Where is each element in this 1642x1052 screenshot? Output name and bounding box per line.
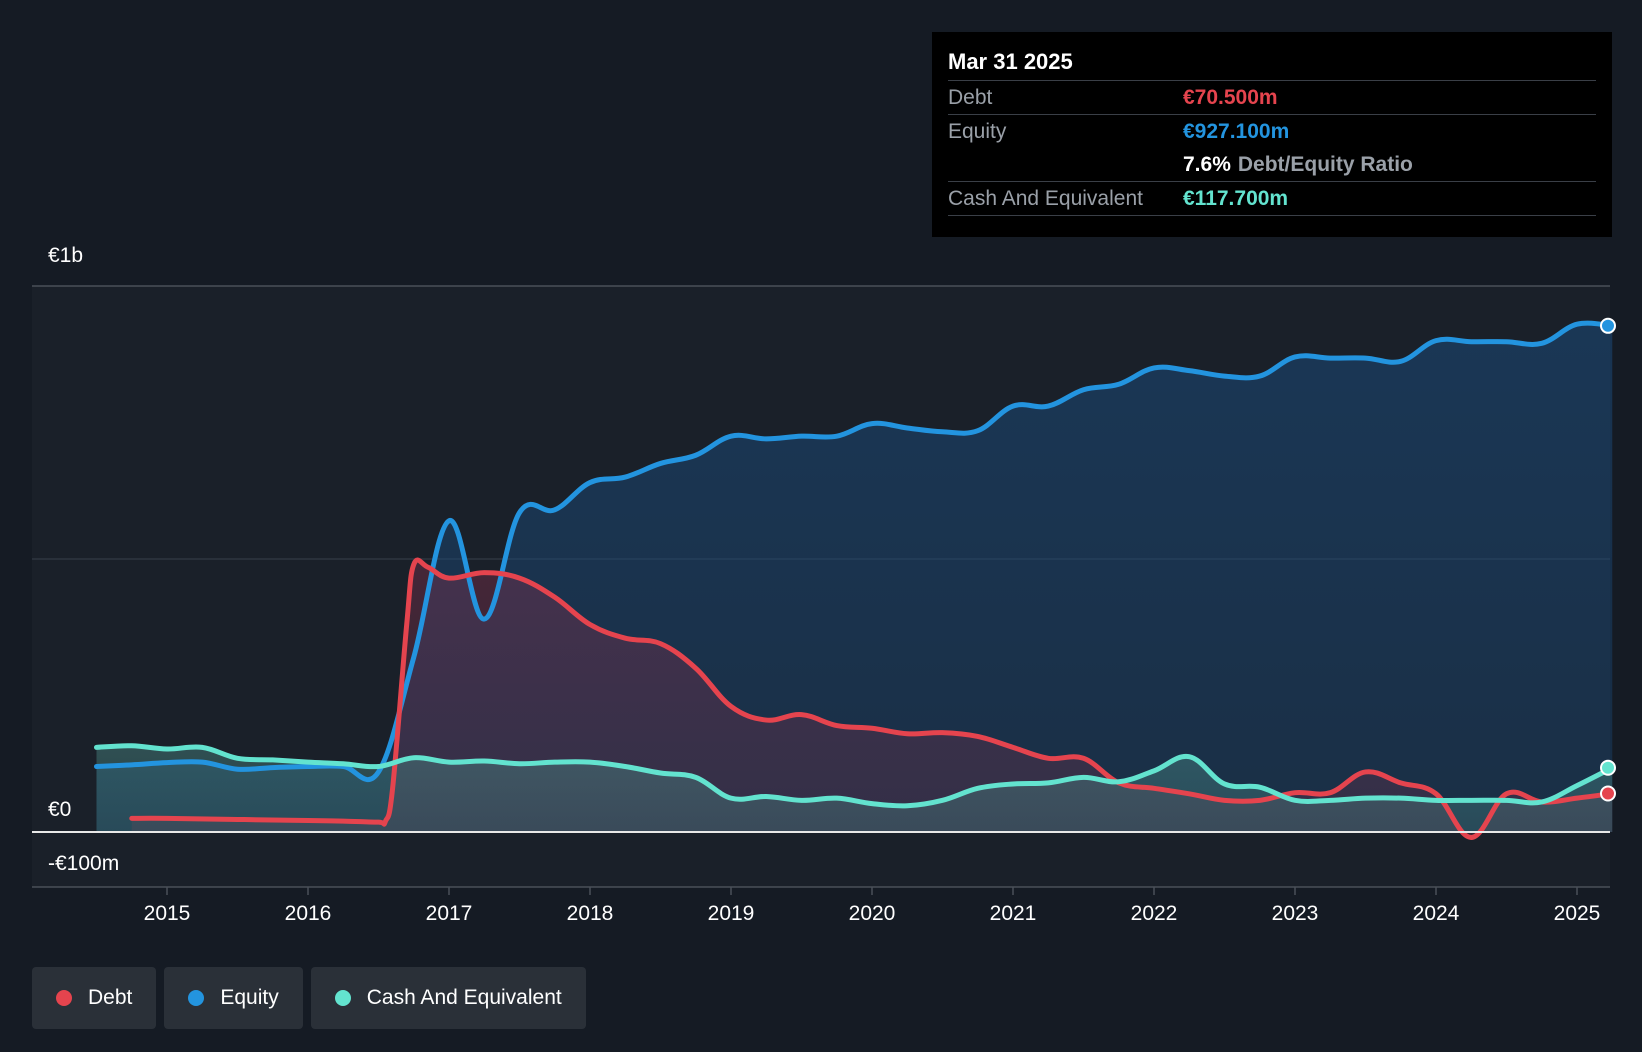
end-markers: [1600, 317, 1616, 802]
tooltip-row-debt: Debt €70.500m: [948, 80, 1596, 114]
x-axis: 2015 2016 2017 2018 2019 2020 2021 2022 2023 2024…: [144, 887, 1601, 925]
tooltip-debt-value: €70.500m: [1183, 85, 1278, 109]
tooltip: Mar 31 2025 Debt €70.500m Equity €927.10…: [932, 32, 1612, 237]
y-axis-labels: €1b €0 -€100m: [48, 244, 119, 875]
debt-end-marker: [1600, 785, 1616, 802]
cash-and-equivalent-area: [96, 745, 1613, 832]
tooltip-date: Mar 31 2025: [948, 49, 1073, 74]
tooltip-row-ratio: 7.6% Debt/Equity Ratio: [948, 148, 1596, 181]
legend-cash-label: Cash And Equivalent: [366, 986, 562, 1009]
cash-and-equivalent-end-marker: [1600, 759, 1616, 776]
debt-dot-icon: [56, 990, 72, 1006]
legend-equity-label: Equity: [220, 986, 279, 1009]
series-lines: [94, 320, 1615, 840]
legend-item-equity[interactable]: Equity: [164, 967, 303, 1029]
equity-end-marker: [1600, 317, 1616, 334]
tooltip-cash-value: €117.700m: [1183, 186, 1289, 210]
cash-dot-icon: [334, 990, 351, 1006]
equity-line: [94, 320, 1615, 783]
x-tick-label: 2022: [1131, 902, 1178, 925]
y-tick-label: -€100m: [48, 852, 119, 875]
x-tick-label: 2023: [1272, 902, 1319, 925]
tooltip-ratio-label: Debt/Equity Ratio: [1237, 152, 1413, 176]
cash-and-equivalent-line: [94, 743, 1615, 809]
x-tick-label: 2015: [144, 902, 191, 925]
legend-item-debt[interactable]: Debt: [32, 967, 157, 1029]
x-tick-label: 2017: [426, 902, 473, 925]
chart: €1b €0 -€100m 2015 2016 2017 2018 2019 2020 2021…: [32, 244, 1616, 925]
legend-debt-label: Debt: [88, 986, 133, 1009]
tooltip-debt-label: Debt: [948, 85, 993, 109]
x-tick-label: 2024: [1413, 902, 1460, 925]
tooltip-cash-label: Cash And Equivalent: [948, 186, 1143, 210]
x-tick-label: 2021: [990, 902, 1037, 925]
x-tick-label: 2018: [567, 902, 614, 925]
legend-item-cash[interactable]: Cash And Equivalent: [310, 967, 586, 1029]
legend: Debt Equity Cash And Equivalent: [32, 967, 586, 1029]
x-tick-label: 2025: [1554, 902, 1601, 925]
tooltip-equity-label: Equity: [948, 119, 1007, 143]
tooltip-row-cash: Cash And Equivalent €117.700m: [948, 181, 1596, 216]
tooltip-row-equity: Equity €927.100m: [948, 114, 1596, 148]
equity-dot-icon: [188, 990, 205, 1006]
tooltip-ratio-value: 7.6%: [1183, 152, 1231, 176]
x-tick-label: 2016: [285, 902, 332, 925]
x-tick-label: 2019: [708, 902, 755, 925]
y-tick-label: €1b: [48, 244, 83, 267]
tooltip-equity-value: €927.100m: [1183, 119, 1290, 143]
x-tick-label: 2020: [849, 902, 896, 925]
series-areas: [96, 323, 1613, 838]
debt-line: [129, 557, 1615, 840]
y-tick-label: €0: [48, 798, 71, 821]
